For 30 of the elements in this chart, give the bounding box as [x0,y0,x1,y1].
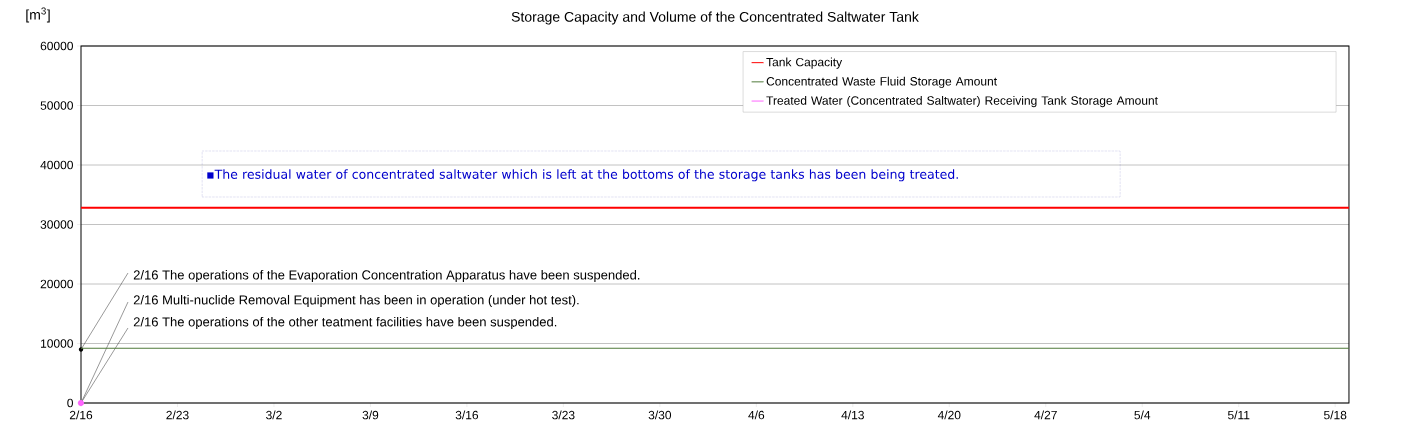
y-tick-label: 10000 [41,339,73,348]
annotation: ▪The residual water of concentrated saltwater which is left at the bottoms of the storage tanks has been being treated. [207,169,958,182]
x-tick-label: 4/20 [937,410,961,420]
x-tick-label: 3/2 [266,410,282,420]
y-tick-label: 20000 [40,279,73,289]
x-tick-label: 5/11 [1227,410,1250,420]
annotation: 2/16 The operations of the other teatment facilities have been suspended. [133,316,557,330]
legend-label: Tank Capacity [766,57,843,69]
legend-label: Treated Water (Concentrated Saltwater) Receiving Tank Storage Amount [766,95,1158,108]
y-axis-title: [m$^{3}$] [26,7,50,23]
annotation: 2/16 The operations of the Evaporation Concentration Apparatus have been suspended. [133,269,640,283]
x-tick-label: 3/23 [552,410,575,420]
y-tick-label: 60000 [40,41,73,51]
y-tick-label: 40000 [40,160,73,170]
x-tick-label: 5/18 [1323,410,1347,420]
chart-title: Storage Capacity and Volume of the Concentrated Saltwater Tank [511,11,919,25]
y-tick-label: 50000 [40,101,73,110]
x-tick-label: 4/13 [841,410,864,420]
x-tick-label: 4/27 [1034,410,1057,420]
x-tick-label: 3/30 [648,410,672,420]
legend-label: Concentrated Waste Fluid Storage Amount [766,76,997,88]
x-tick-label: 2/16 [69,410,93,420]
x-tick-label: 3/9 [362,410,379,420]
annotation: 2/16 Multi-nuclide Removal Equipment has been in operation (under hot test). [133,294,579,308]
x-tick-label: 3/16 [455,410,479,420]
x-tick-label: 5/4 [1134,410,1151,420]
x-tick-label: 4/6 [748,410,765,420]
y-tick-label: 30000 [40,220,73,229]
y-tick-label: 0 [67,398,74,408]
x-tick-label: 2/23 [166,410,189,420]
